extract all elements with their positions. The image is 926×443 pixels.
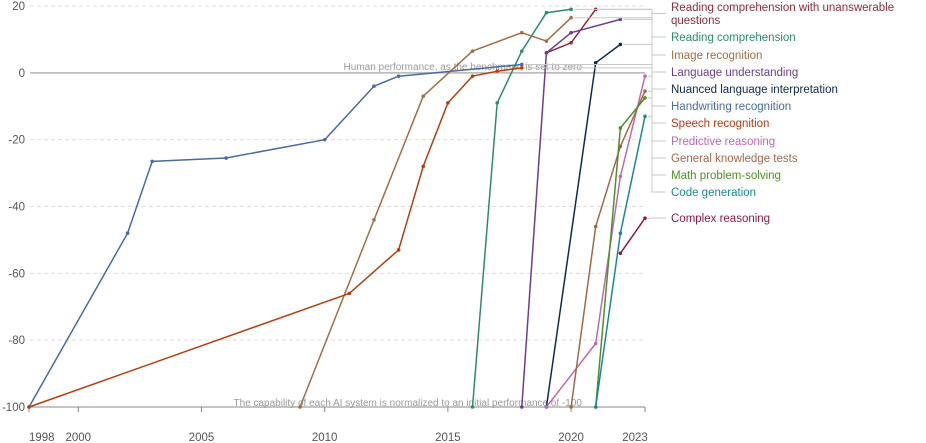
data-point [643, 96, 647, 100]
data-point [643, 89, 647, 94]
data-point [618, 231, 623, 236]
series-line [521, 18, 621, 408]
x-axis: 1998 2000 2005 2010 2015 2020 2023 [28, 406, 648, 443]
x-tick-label: 2015 [435, 432, 461, 443]
data-point [372, 218, 376, 222]
data-point [643, 114, 647, 119]
series-line [570, 90, 646, 408]
legend-connector [648, 90, 666, 159]
data-point [298, 405, 302, 409]
legend-label: Handwriting recognition [671, 101, 791, 113]
legend-label: Speech recognition [671, 118, 769, 130]
data-point [495, 101, 499, 105]
y-tick-label: -20 [8, 135, 25, 147]
legend-label: Complex reasoning [671, 213, 770, 225]
y-tick-label: -60 [8, 268, 25, 280]
data-point [593, 341, 598, 346]
x-tick-label: 2000 [65, 432, 91, 443]
data-point [593, 224, 598, 229]
x-tick-label: 1998 [29, 432, 55, 443]
y-tick-label: 20 [12, 1, 25, 13]
data-point [643, 216, 647, 220]
series-line [619, 217, 646, 254]
data-point [569, 15, 573, 20]
legend-label: Language understanding [671, 67, 798, 79]
legend-label: Nuanced language interpretation [671, 84, 838, 96]
data-point [520, 62, 524, 67]
x-tick-label: 2020 [558, 432, 584, 443]
data-point [125, 231, 130, 236]
data-point [446, 101, 450, 105]
data-point [421, 94, 426, 99]
series-points [27, 7, 647, 409]
data-point [421, 164, 426, 169]
data-point [372, 84, 376, 88]
legend-label: Reading comprehension [671, 32, 796, 44]
data-point [495, 69, 499, 73]
y-tick-label: -100 [2, 402, 25, 414]
y-tick-label: 0 [19, 68, 25, 80]
legend-label: Reading comprehension with unanswerable [671, 2, 894, 14]
data-point [224, 156, 228, 160]
legend-label: Predictive reasoning [671, 136, 775, 148]
data-point [593, 61, 598, 65]
legend-connector [648, 97, 666, 176]
data-point [544, 405, 549, 409]
legend-label: General knowledge tests [671, 153, 798, 165]
annotations: Human performance, as the benchmark, is … [233, 62, 582, 409]
data-point [544, 10, 549, 15]
data-point [569, 405, 573, 409]
legend-label-continued: questions [671, 15, 720, 27]
data-point [618, 17, 623, 22]
data-point [569, 7, 573, 12]
data-point [396, 74, 401, 78]
series-line [28, 67, 522, 408]
legend-connector [648, 75, 666, 142]
series-line [594, 116, 646, 408]
data-point [544, 50, 549, 55]
series-line [545, 43, 621, 408]
data-point [544, 39, 549, 43]
data-point [569, 30, 573, 35]
data-point [470, 405, 475, 409]
series-line [299, 17, 572, 408]
data-point [396, 248, 401, 252]
legend-label: Image recognition [671, 50, 762, 62]
x-tick-label: 2023 [622, 432, 648, 443]
data-point [520, 49, 524, 53]
data-point [618, 174, 623, 179]
series-line [28, 63, 522, 408]
legend: Reading comprehension with unanswerableq… [524, 2, 894, 225]
data-point [150, 159, 154, 164]
data-point [347, 291, 352, 296]
legend-connector [598, 8, 666, 14]
data-point [643, 74, 647, 78]
data-point [470, 49, 475, 53]
legend-label: Math problem-solving [671, 170, 781, 182]
data-point [618, 251, 623, 256]
data-point [593, 405, 598, 409]
data-point [618, 126, 623, 130]
y-tick-label: -40 [8, 202, 25, 214]
data-point [520, 30, 524, 35]
human-performance-annotation: Human performance, as the benchmark, is … [344, 62, 583, 73]
legend-connector [623, 43, 666, 90]
baseline-annotation: The capability of each AI system is norm… [233, 398, 582, 409]
data-point [322, 137, 327, 142]
data-point [470, 74, 475, 78]
y-axis-ticks: 20 0 -20 -40 -60 -80 -100 [2, 1, 25, 414]
data-point [27, 405, 31, 409]
data-point [569, 40, 573, 45]
legend-label: Code generation [671, 187, 756, 199]
legend-connector [648, 115, 666, 193]
y-tick-label: -80 [8, 335, 25, 347]
data-point [520, 405, 524, 409]
x-tick-label: 2010 [312, 432, 338, 443]
x-tick-label: 2005 [189, 432, 215, 443]
data-point [618, 42, 623, 47]
data-point [618, 144, 623, 149]
data-point [520, 66, 524, 70]
